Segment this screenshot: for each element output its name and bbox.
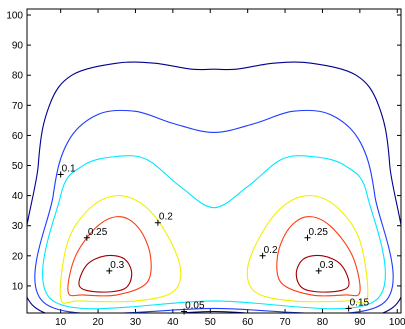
y-tick-label: 90 <box>12 41 24 52</box>
y-tick-label: 10 <box>12 281 24 292</box>
y-tick-label: 40 <box>12 191 24 202</box>
contour-label: 0.05 <box>185 300 205 311</box>
x-tick-label: 40 <box>167 317 179 328</box>
x-tick-label: 90 <box>354 317 366 328</box>
x-tick-label: 30 <box>130 317 142 328</box>
label-marker <box>106 267 113 274</box>
x-tick-label: 50 <box>205 317 217 328</box>
y-tick-label: 80 <box>12 71 24 82</box>
y-tick-label: 60 <box>12 131 24 142</box>
contour-line <box>34 109 394 313</box>
contour-label: 0.25 <box>88 227 108 238</box>
contour-line <box>246 195 369 304</box>
label-marker <box>154 219 161 226</box>
plot-area <box>27 9 401 313</box>
label-marker <box>304 234 311 241</box>
contour-label: 0.2 <box>264 245 278 256</box>
contour-label: 0.2 <box>159 212 173 223</box>
label-marker <box>315 267 322 274</box>
y-tick-label: 50 <box>12 161 24 172</box>
label-marker <box>83 234 90 241</box>
contour-line <box>295 254 350 293</box>
x-tick-label: 60 <box>242 317 254 328</box>
x-tick-label: 10 <box>55 317 67 328</box>
contour-line <box>27 61 401 313</box>
x-tick-label: 80 <box>317 317 329 328</box>
contour-label: 0.15 <box>350 297 370 308</box>
y-tick-label: 100 <box>6 11 23 22</box>
contour-label: 0.25 <box>309 227 329 238</box>
plot-frame <box>26 8 402 314</box>
label-marker <box>345 305 352 312</box>
contour-line <box>67 216 152 297</box>
y-tick-label: 70 <box>12 101 24 112</box>
x-tick-label: 20 <box>92 317 104 328</box>
y-tick-label: 30 <box>12 221 24 232</box>
x-tick-label: 100 <box>389 317 405 328</box>
label-marker <box>57 171 64 178</box>
y-tick-label: 20 <box>12 251 24 262</box>
contour-line <box>42 155 386 310</box>
label-marker <box>259 252 266 259</box>
contour-label: 0.3 <box>110 260 124 271</box>
contour-line <box>276 216 361 297</box>
contour-label: 0.3 <box>320 260 334 271</box>
x-tick-label: 70 <box>279 317 291 328</box>
contour-label: 0.1 <box>62 164 76 175</box>
contour-line <box>59 195 182 304</box>
contour-line <box>78 254 133 293</box>
